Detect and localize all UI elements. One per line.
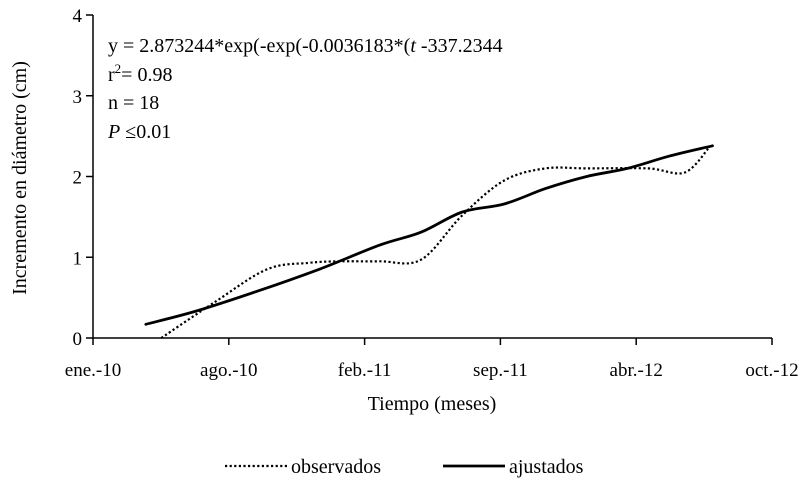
series-layer (144, 144, 714, 339)
annotation-line-2: r2= 0.98 (108, 61, 172, 86)
equation-annotations: y = 2.873244*exp(-exp(-0.0036183*(t -337… (107, 35, 503, 143)
series-line-ajustados (144, 144, 714, 326)
legend-label-observados: observados (291, 456, 381, 478)
y-ticks: 0 1 2 3 4 (73, 6, 93, 350)
x-tick-label: ene.-10 (65, 360, 121, 381)
series-line-observados (160, 145, 711, 339)
y-tick-label: 2 (73, 168, 83, 189)
y-tick-label: 1 (73, 248, 83, 269)
x-tick-label: oct.-12 (745, 360, 798, 381)
y-tick-label: 0 (73, 329, 83, 350)
x-axis-title: Tiempo (meses) (368, 393, 497, 415)
legend-label-ajustados: ajustados (509, 456, 584, 478)
annotation-line-3: n = 18 (108, 92, 159, 114)
axes (92, 15, 772, 339)
y-axis-title: Incremento en diámetro (cm) (9, 61, 31, 295)
y-tick-label: 3 (73, 87, 83, 108)
legend: observados ajustados (225, 456, 584, 478)
x-tick-label: abr.-12 (610, 360, 663, 381)
x-tick-label: feb.-11 (338, 360, 392, 381)
x-tick-label: sep.-11 (473, 360, 528, 381)
x-tick-label: ago.-10 (200, 360, 258, 381)
annotation-line-1: y = 2.873244*exp(-exp(-0.0036183*(t -337… (108, 35, 503, 57)
x-ticks: ene.-10 ago.-10 feb.-11 sep.-11 abr.-12 oct.-… (65, 338, 799, 381)
y-tick-label: 4 (73, 6, 83, 27)
annotation-line-4: P ≤0.01 (107, 121, 171, 143)
